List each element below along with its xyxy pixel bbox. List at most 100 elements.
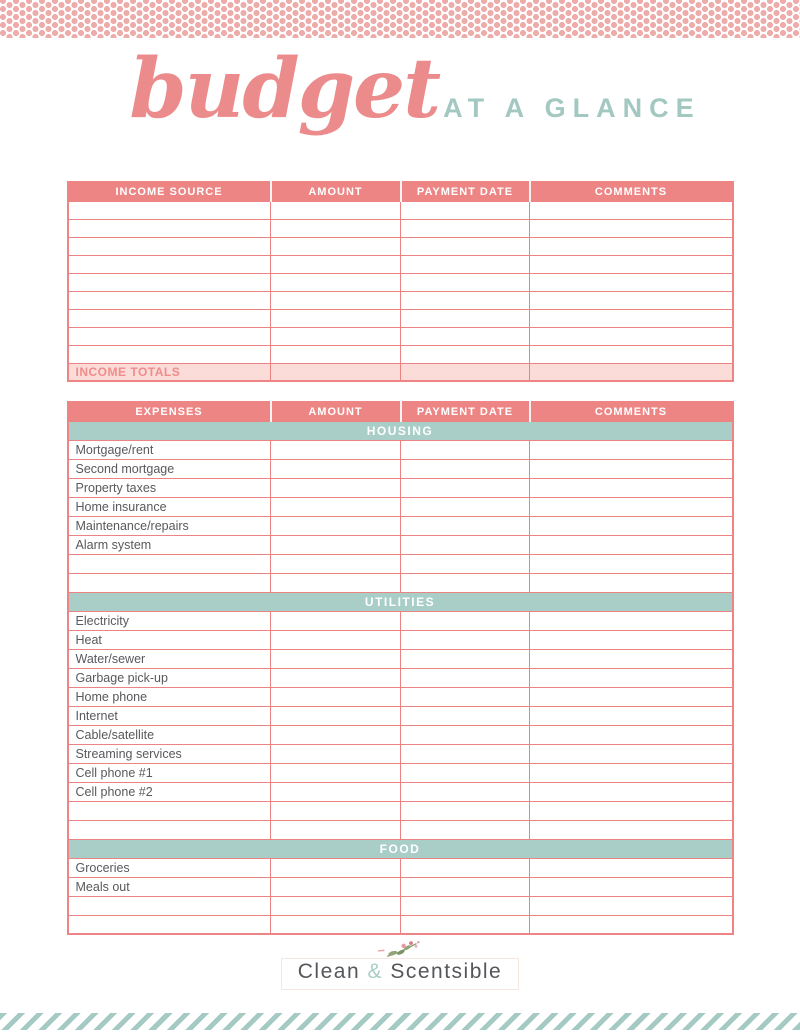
expense-item-label: Garbage pick-up	[67, 667, 271, 688]
income-totals-cell	[270, 362, 401, 382]
income-header-1: AMOUNT	[269, 182, 401, 201]
income-empty-cell	[400, 290, 530, 310]
expense-empty-row	[67, 819, 733, 840]
income-header-row: INCOME SOURCE AMOUNT PAYMENT DATE COMMENTS	[67, 182, 733, 201]
income-empty-row	[67, 272, 733, 292]
expense-item-cell	[400, 667, 530, 688]
brand-box: Clean & Scentsible	[280, 958, 520, 990]
expense-item-cell	[400, 458, 530, 479]
expense-item-cell	[270, 648, 401, 669]
section-band-row: FOOD	[67, 838, 733, 859]
income-header-2: PAYMENT DATE	[399, 182, 530, 201]
floral-sprig-icon	[377, 941, 420, 958]
income-empty-row	[67, 344, 733, 364]
income-empty-row	[67, 200, 733, 220]
expenses-header-row: EXPENSES AMOUNT PAYMENT DATE COMMENTS	[67, 402, 733, 421]
income-empty-row	[67, 218, 733, 238]
income-empty-cell	[67, 236, 271, 256]
expense-item-label: Heat	[67, 629, 271, 650]
expense-empty-row	[67, 800, 733, 821]
expense-item-cell	[529, 629, 733, 650]
income-empty-cell	[67, 254, 271, 274]
income-empty-cell	[529, 326, 733, 346]
diagonal-stripe-border	[0, 1013, 800, 1030]
income-empty-cell	[270, 308, 401, 328]
expense-item-label: Meals out	[67, 876, 271, 897]
expense-item-row: Streaming services	[67, 743, 733, 764]
expense-item-label: Property taxes	[67, 477, 271, 498]
expense-empty-cell	[67, 553, 271, 574]
expense-item-cell	[400, 515, 530, 536]
income-empty-cell	[67, 308, 271, 328]
expense-item-cell	[270, 439, 401, 460]
expense-item-cell	[270, 705, 401, 726]
expense-item-row: Mortgage/rent	[67, 439, 733, 460]
expense-item-cell	[270, 724, 401, 745]
expense-item-row: Internet	[67, 705, 733, 726]
income-empty-cell	[270, 236, 401, 256]
expense-item-cell	[400, 439, 530, 460]
income-empty-cell	[400, 200, 530, 220]
income-empty-cell	[529, 344, 733, 364]
expense-empty-row	[67, 553, 733, 574]
expense-item-cell	[270, 515, 401, 536]
income-empty-cell	[67, 344, 271, 364]
income-empty-cell	[529, 200, 733, 220]
brand-ampersand: &	[367, 960, 383, 983]
expense-item-cell	[270, 876, 401, 897]
expense-empty-cell	[400, 553, 530, 574]
expense-empty-cell	[400, 895, 530, 916]
income-empty-cell	[270, 272, 401, 292]
income-empty-cell	[529, 290, 733, 310]
expense-item-row: Second mortgage	[67, 458, 733, 479]
income-totals-cell	[400, 362, 530, 382]
expenses-header-1: AMOUNT	[269, 402, 401, 421]
expense-empty-cell	[400, 914, 530, 935]
section-band-housing: HOUSING	[67, 420, 733, 441]
expense-empty-cell	[400, 800, 530, 821]
income-empty-row	[67, 236, 733, 256]
expense-item-cell	[529, 439, 733, 460]
page-title: budget AT A GLANCE	[0, 42, 800, 164]
expense-item-cell	[270, 686, 401, 707]
income-empty-row	[67, 308, 733, 328]
expense-item-label: Home phone	[67, 686, 271, 707]
income-empty-cell	[67, 272, 271, 292]
income-table-body: INCOME TOTALS	[67, 200, 733, 382]
expense-item-label: Home insurance	[67, 496, 271, 517]
expense-item-cell	[529, 686, 733, 707]
expense-item-cell	[529, 477, 733, 498]
expense-item-row: Property taxes	[67, 477, 733, 498]
expense-item-cell	[400, 648, 530, 669]
expense-item-label: Cable/satellite	[67, 724, 271, 745]
expense-item-cell	[400, 477, 530, 498]
expense-item-row: Groceries	[67, 857, 733, 878]
expense-item-cell	[529, 610, 733, 631]
income-empty-cell	[400, 344, 530, 364]
title-script-budget: budget	[129, 41, 441, 137]
expense-empty-cell	[270, 553, 401, 574]
expense-item-cell	[270, 762, 401, 783]
expenses-header-3: COMMENTS	[528, 402, 733, 421]
income-empty-cell	[270, 254, 401, 274]
income-empty-cell	[529, 272, 733, 292]
expense-empty-cell	[67, 800, 271, 821]
expenses-table-body: HOUSING Mortgage/rent Second mortgage Prope…	[67, 420, 733, 935]
expense-empty-cell	[529, 553, 733, 574]
income-empty-cell	[400, 254, 530, 274]
expense-empty-cell	[67, 572, 271, 593]
expense-empty-cell	[67, 819, 271, 840]
expense-empty-cell	[270, 895, 401, 916]
expense-item-cell	[270, 667, 401, 688]
section-band-row: UTILITIES	[67, 591, 733, 612]
income-empty-cell	[67, 200, 271, 220]
income-empty-cell	[400, 272, 530, 292]
income-totals-row: INCOME TOTALS	[67, 362, 733, 382]
expense-item-cell	[529, 534, 733, 555]
brand-clean: Clean	[297, 960, 361, 983]
expense-item-row: Cell phone #1	[67, 762, 733, 783]
expense-empty-cell	[67, 895, 271, 916]
expense-item-row: Cell phone #2	[67, 781, 733, 802]
expense-item-row: Home insurance	[67, 496, 733, 517]
expense-item-cell	[529, 762, 733, 783]
